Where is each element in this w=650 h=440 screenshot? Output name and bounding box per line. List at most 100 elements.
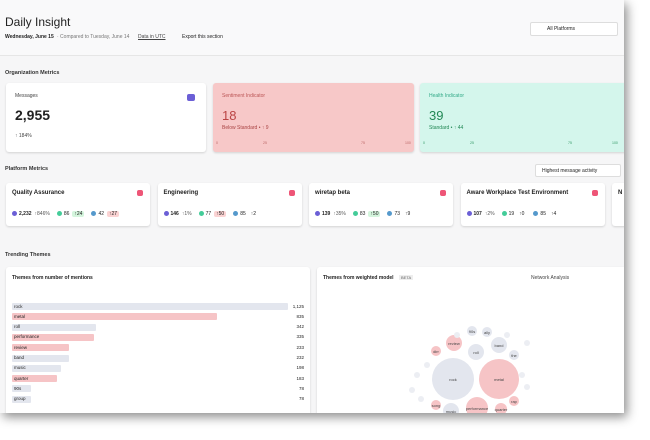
card-name: Aware Workplace Test Environment [466,190,569,196]
bubble[interactable]: music [443,403,459,413]
card-name: N [618,190,623,196]
icon [187,94,195,101]
stats: 107 ↑2% 19 ↑0 85 ↑4 [466,211,559,217]
dot [387,211,393,217]
bubble[interactable]: 90s [467,326,477,336]
bar-label: metal [14,313,26,319]
panel-title: Themes from weighted model [323,275,394,281]
dot [198,211,204,217]
messages: 2,232 [19,211,32,217]
title: Daily Insight [5,15,71,29]
panel-title: Themes from number of mentions [12,275,93,281]
network-button[interactable]: Network Analysis [531,275,570,281]
health-change: ↑27 [107,211,120,217]
health-change: ↑2 [248,211,259,217]
health-card[interactable]: Health Indicator 39 Standard • ↑ 44 0 25 7… [420,83,624,152]
dot [91,211,97,217]
bubble-small [519,372,525,378]
sentiment-change: ↑0 [517,211,527,217]
bubble[interactable]: rock [432,358,474,400]
bubble-small [454,332,460,338]
bar-label: review [14,344,28,350]
bar [12,303,288,310]
messages-change: ↑35% [333,211,346,217]
card-label: Health Indicator [429,93,465,99]
icon [591,190,598,196]
scale-label: 100 [405,141,411,145]
bar [12,323,96,331]
stats: 146 ↑1% 77 ↑50 85 ↑2 [163,211,259,217]
dot [466,211,472,217]
platform-card: Aware Workplace Test Environment 107 ↑2% 19… [460,183,605,226]
bubble[interactable]: performance [466,397,488,413]
health: 85 [540,211,546,217]
bar [12,354,69,362]
card-status: Below Standard • ↑ 9 [222,125,269,131]
messages: 139 [322,211,331,217]
bar-label: rock [14,303,23,309]
dot [12,211,17,217]
section-title: Trending Themes [5,252,51,258]
select-text: Highest message activity [542,168,598,174]
bubble[interactable]: song [431,400,441,410]
bar-value: 835 [296,313,304,319]
bubble[interactable]: band [491,337,507,353]
messages-card[interactable]: Messages 2,955 ↑ 184% [6,83,206,152]
bar-label: roll [14,324,21,330]
bar [12,385,32,393]
card-value: 2,955 [15,107,51,123]
bar-value: 1,125 [292,303,304,309]
messages-change: ↑2% [484,211,495,217]
scale-label: 75 [568,141,572,145]
mentions-panel: Themes from number of mentions rock 1,125… [6,267,310,413]
bubble[interactable]: dirr [431,346,441,356]
card-name: Engineering [163,190,199,196]
dot [163,211,169,217]
dot [501,211,507,217]
scale-label: 0 [423,141,425,145]
bar-value: 78 [298,396,304,402]
bar-value: 342 [296,324,304,330]
icon [440,190,446,196]
health: 42 [98,211,104,217]
bar-value: 198 [296,365,304,371]
bubble[interactable]: ally [482,327,492,337]
card-label: Messages [15,93,38,99]
bar-value: 78 [298,385,304,391]
bubble[interactable]: roll [468,344,484,360]
dot [352,211,358,217]
sentiment-card[interactable]: Sentiment Indicator 18 Below Standard • … [213,83,414,152]
bubble[interactable]: the [509,350,519,360]
bubble[interactable]: metal [479,359,519,399]
sentiment: 83 [359,211,366,217]
messages: 107 [473,211,482,217]
bubble[interactable]: review [446,335,462,351]
export-button[interactable]: Export this section [182,34,223,40]
sort-select[interactable]: Highest message activity [535,164,621,177]
sentiment: 77 [205,211,212,217]
platform-select[interactable]: All Platforms [530,22,618,36]
dot [315,211,320,217]
platform-card: N [612,183,624,226]
sentiment-change: ↑50 [368,211,381,217]
bar [12,333,95,341]
beta-badge: BETA [399,275,414,280]
bubble[interactable]: quarter [495,403,507,413]
utc-link[interactable]: Data in UTC [138,34,166,40]
bubble-small [409,387,415,393]
sentiment: 86 [63,211,70,217]
scale-label: 0 [216,141,218,145]
bar-value: 232 [296,355,304,360]
bubble-small [524,340,530,346]
bar [12,395,32,403]
weighted-panel: Themes from weighted model BETA Network … [317,267,624,413]
bubble[interactable]: rap [509,396,519,406]
bubble-small [504,332,510,338]
scale-label: 25 [470,141,474,145]
platform-card: Engineering 146 ↑1% 77 ↑50 85 ↑2 [157,183,302,226]
bubble-small [524,384,530,390]
card-name: wiretap beta [315,190,351,196]
bar [12,344,70,352]
scale-label: 100 [612,141,618,145]
dot [233,211,239,217]
